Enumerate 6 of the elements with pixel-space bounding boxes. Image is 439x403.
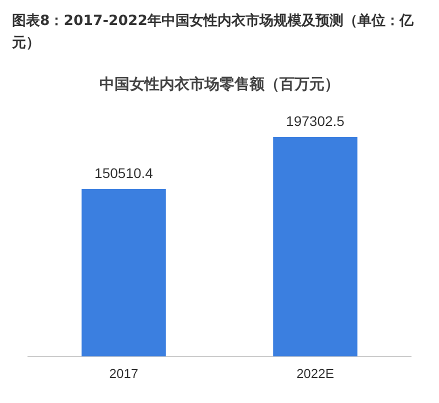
chart-title: 图表8：2017-2022年中国女性内衣市场规模及预测（单位：亿元） [11,12,414,53]
data-label: 197302.5 [286,112,345,129]
x-tick-label: 2017 [109,366,138,381]
data-label: 150510.4 [94,164,154,181]
x-tick-label: 2022E [296,366,334,381]
chart-subtitle: 中国女性内衣市场零售额（百万元） [100,74,340,93]
